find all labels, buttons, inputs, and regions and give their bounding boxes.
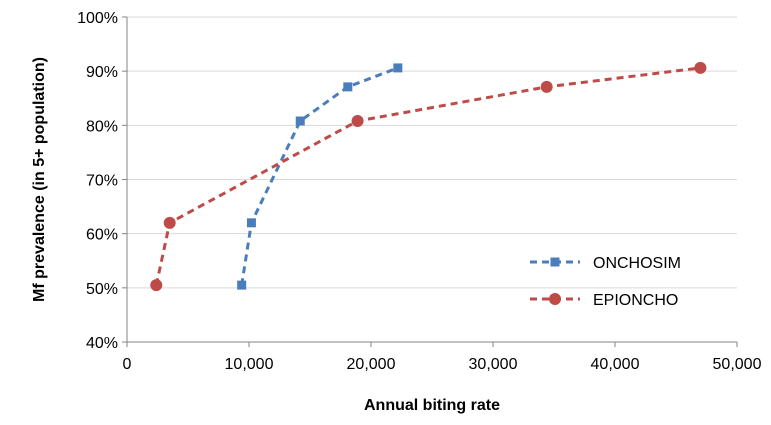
- series-onchosim: [237, 63, 403, 290]
- data-point-onchosim: [343, 82, 353, 92]
- y-axis-title: Mf prevalence (in 5+ population): [31, 57, 48, 302]
- legend: ONCHOSIM EPIONCHO: [530, 255, 681, 309]
- x-axis-title: Annual biting rate: [364, 397, 500, 414]
- y-tick-label: 40%: [86, 335, 118, 352]
- data-point-epioncho: [694, 61, 707, 74]
- axes: [122, 16, 738, 347]
- legend-label-epioncho: EPIONCHO: [593, 292, 678, 309]
- legend-marker-onchosim: [550, 257, 560, 267]
- legend-label-onchosim: ONCHOSIM: [593, 255, 681, 272]
- x-tick-labels: 0 10,000 20,000 30,000 40,000 50,000: [123, 356, 762, 373]
- series: [150, 61, 707, 292]
- data-point-epioncho: [540, 80, 553, 93]
- series-line-epioncho: [154, 66, 701, 286]
- x-tick-label: 10,000: [225, 356, 274, 373]
- x-tick-label: 0: [123, 356, 132, 373]
- data-point-onchosim: [393, 63, 403, 73]
- legend-item-epioncho: EPIONCHO: [530, 292, 678, 309]
- y-tick-label: 90%: [86, 64, 118, 81]
- series-epioncho: [150, 61, 707, 292]
- data-point-epioncho: [351, 115, 364, 127]
- x-tick-label: 50,000: [713, 356, 762, 373]
- x-tick-label: 40,000: [591, 356, 640, 373]
- data-point-onchosim: [295, 116, 305, 126]
- y-tick-label: 70%: [86, 173, 118, 190]
- legend-item-onchosim: ONCHOSIM: [530, 255, 681, 272]
- y-tick-label: 60%: [86, 227, 118, 244]
- y-tick-label: 100%: [77, 10, 118, 27]
- data-point-epioncho: [150, 279, 163, 292]
- data-point-onchosim: [237, 280, 247, 290]
- series-line-onchosim: [240, 66, 399, 286]
- x-tick-label: 20,000: [347, 356, 396, 373]
- data-point-epioncho: [163, 216, 176, 229]
- y-tick-label: 80%: [86, 118, 118, 135]
- data-point-onchosim: [246, 218, 256, 228]
- y-tick-label: 50%: [86, 281, 118, 298]
- gridlines: [127, 16, 737, 289]
- y-tick-labels: 40% 50% 60% 70% 80% 90% 100%: [77, 10, 118, 352]
- x-tick-label: 30,000: [469, 356, 518, 373]
- legend-marker-epioncho: [549, 293, 561, 305]
